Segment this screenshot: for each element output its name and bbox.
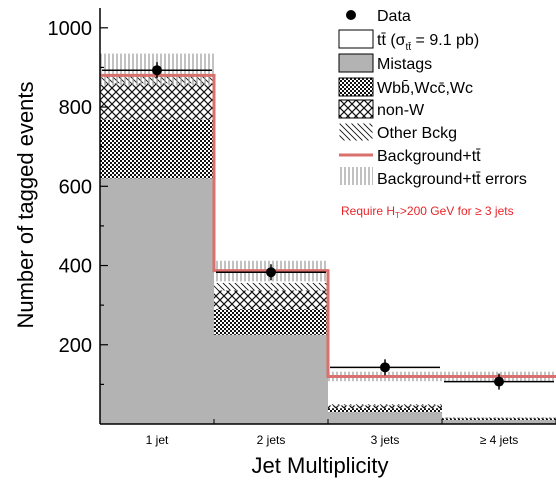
bar-segment [214,309,328,335]
bar-segment [214,282,328,291]
data-point [266,267,276,278]
legend-other-swatch [338,122,374,142]
x-tick-label: 1 jet [146,433,169,447]
legend-nonw-swatch [338,99,374,119]
legend-wbb-swatch [338,77,374,97]
legend-nonw-label: non-W [377,102,425,119]
legend: Data tt̄ (σtt̄ = 9.1 pb) Mistags Wbb̄,Wc… [338,8,527,188]
legend-data-marker [346,10,356,20]
legend-mistags-label: Mistags [377,56,432,73]
legend-ttbar-label: tt̄ (σtt̄ = 9.1 pb) [377,32,479,53]
y-axis-label: Number of tagged events [13,81,38,328]
bar-segment [214,290,328,310]
legend-bkg-err-swatch [339,167,373,185]
y-tick-label: 400 [59,256,92,278]
bar-segment [100,83,214,120]
x-tick-label: 2 jets [257,433,286,447]
bar-segment [328,405,442,409]
legend-bkg-err-label: Background+tt̄ errors [377,171,527,188]
y-tick-label: 1000 [48,18,93,40]
annotation: Require HT>200 GeV for ≥ 3 jets [341,204,514,220]
legend-other-label: Other Bckg [377,125,457,142]
bar-segment [100,119,214,179]
bar-segment [100,178,214,424]
legend-mistags-swatch [338,53,374,73]
legend-ttbar-swatch [338,29,374,49]
x-tick-label: ≥ 4 jets [480,433,519,447]
y-tick-label: 200 [59,335,92,357]
y-tick-label: 600 [59,176,92,198]
x-tick-label: 3 jets [371,433,400,447]
data-point [380,362,390,373]
data-point [494,376,504,387]
legend-wbb-label: Wbb̄,Wcc̄,Wc [377,80,473,97]
legend-data-label: Data [377,8,411,25]
y-tick-label: 800 [59,97,92,119]
bar-segment [442,420,556,424]
background-line [100,73,556,378]
bar-segment [328,408,442,413]
data-points [102,62,554,390]
bar-segment [442,418,556,421]
data-point [152,65,162,76]
legend-bkg-label: Background+tt̄ [377,148,481,165]
bar-segment [328,404,442,406]
x-axis-label: Jet Multiplicity [252,453,389,478]
axes: 200 400 600 800 1000 1 jet 2 jets 3 jets ≥ 4 jet… [48,8,556,447]
bar-segment [214,334,328,424]
background-step-line [100,73,556,378]
bar-segment [442,417,556,419]
bar-segment [328,412,442,424]
